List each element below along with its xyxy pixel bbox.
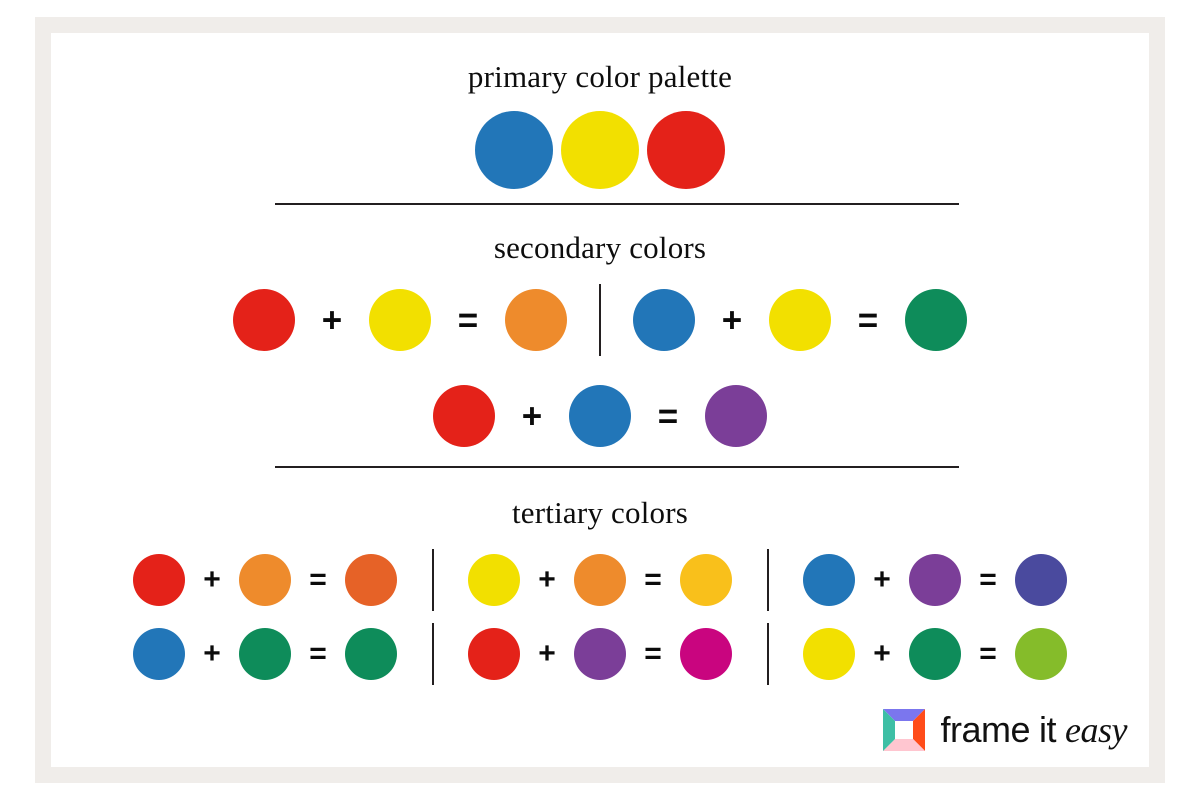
secondary-section-heading: secondary colors [493,230,707,265]
swatch-blue [803,554,855,606]
swatch-purple [574,628,626,680]
swatch-red [233,289,295,351]
equation-blue-plus-purple: + = [769,554,1102,606]
secondary-equation-row-1: + = + = [51,284,1149,356]
equation-blue-plus-green: + = [99,628,432,680]
poster-frame: primary color palette secondary colors +… [35,17,1165,783]
swatch-purple [909,554,961,606]
equals-operator: = [979,563,997,596]
swatch-red-violet-result [680,628,732,680]
plus-operator: + [321,300,343,340]
swatch-blue [133,628,185,680]
swatch-blue-green-result [345,628,397,680]
swatch-yellow-orange-result [680,554,732,606]
swatch-red [468,628,520,680]
swatch-green [239,628,291,680]
plus-operator: + [521,396,543,436]
equals-operator: = [457,300,479,340]
equals-operator: = [979,637,997,670]
swatch-orange [239,554,291,606]
equation-blue-plus-yellow: + = [633,289,967,351]
swatch-purple-result [705,385,767,447]
equation-yellow-plus-green: + = [769,628,1102,680]
brand-logo: frame it easy [882,709,1128,751]
swatch-blue [569,385,631,447]
tertiary-equation-row-1: + = + = + = [51,549,1149,611]
vertical-divider [766,623,769,685]
swatch-orange [574,554,626,606]
plus-operator: + [873,637,891,670]
swatch-primary-blue [475,111,553,189]
equation-red-plus-blue: + = [433,385,767,447]
equals-operator: = [644,563,662,596]
vertical-divider [599,284,601,356]
tertiary-section-heading: tertiary colors [511,495,688,530]
equals-operator: = [644,637,662,670]
swatch-primary-yellow [561,111,639,189]
plus-operator: + [873,563,891,596]
equals-operator: = [309,637,327,670]
divider-secondary-tertiary [275,466,959,468]
plus-operator: + [203,563,221,596]
swatch-blue [633,289,695,351]
logo-wordmark: frame it easy [941,709,1128,751]
poster-canvas: primary color palette secondary colors +… [51,33,1149,767]
swatch-yellow [769,289,831,351]
swatch-yellow [369,289,431,351]
swatch-blue-violet-result [1015,554,1067,606]
equation-red-plus-yellow: + = [233,289,567,351]
swatch-red [433,385,495,447]
swatch-orange-result [505,289,567,351]
equation-red-plus-orange: + = [99,554,432,606]
vertical-divider [431,623,434,685]
equals-operator: = [657,396,679,436]
divider-primary-secondary [275,203,959,205]
plus-operator: + [538,637,556,670]
swatch-yellow [803,628,855,680]
vertical-divider [766,549,769,611]
logo-word-frame: frame [940,709,1031,750]
equation-yellow-plus-orange: + = [434,554,767,606]
logo-word-it: it [1039,709,1057,750]
swatch-red [133,554,185,606]
vertical-divider [431,549,434,611]
primary-section-heading: primary color palette [467,59,733,94]
tertiary-equation-row-2: + = + = + = [51,623,1149,685]
tertiary-equation-grid: + = + = + = [51,549,1149,685]
swatch-red-orange-result [345,554,397,606]
swatch-yellow [468,554,520,606]
primary-swatch-row [51,111,1149,189]
swatch-green-result [905,289,967,351]
swatch-primary-red [647,111,725,189]
swatch-yellow-green-result [1015,628,1067,680]
equals-operator: = [309,563,327,596]
logo-word-easy: easy [1065,710,1127,750]
equation-red-plus-purple: + = [434,628,767,680]
swatch-green [909,628,961,680]
secondary-equation-row-2: + = [51,385,1149,447]
equals-operator: = [857,300,879,340]
plus-operator: + [721,300,743,340]
plus-operator: + [203,637,221,670]
plus-operator: + [538,563,556,596]
frame-square-icon [882,709,925,751]
